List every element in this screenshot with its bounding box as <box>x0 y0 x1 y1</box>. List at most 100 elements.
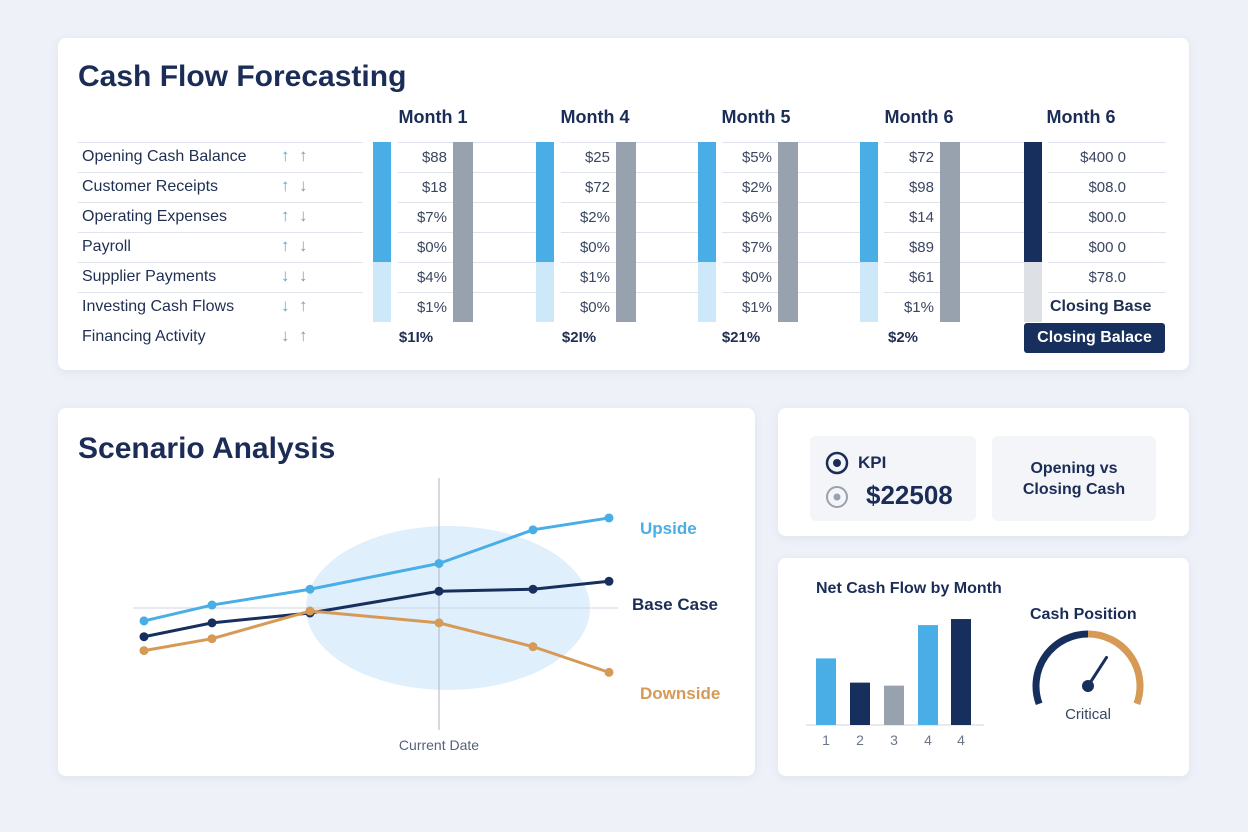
row-divider <box>78 172 363 173</box>
gauge-arc-right <box>1087 630 1144 705</box>
bar-strong <box>698 142 716 262</box>
table-cell: $14 <box>908 209 934 226</box>
table-cell: $98 <box>908 179 934 196</box>
arrow-up-icon: ↑ <box>281 146 290 165</box>
table-cell: $7% <box>416 209 447 226</box>
tick-label: 3 <box>890 732 898 748</box>
arrow-up-icon: ↑ <box>299 146 308 165</box>
closing-balance-button[interactable]: Closing Balace <box>1024 323 1165 353</box>
bar-light <box>1024 262 1042 322</box>
data-point <box>305 584 315 594</box>
gauge-hub <box>1082 680 1094 692</box>
data-point <box>604 513 614 523</box>
bar-strong <box>373 142 391 262</box>
month-header: Month 4 <box>560 107 630 127</box>
table-cell: $18 <box>421 179 447 196</box>
kpi-card: KPI $22508 Opening vs Closing Cash <box>778 408 1189 536</box>
row-divider <box>1048 262 1166 263</box>
table-cell: $6% <box>741 209 772 226</box>
bar <box>884 685 904 725</box>
table-cell: $88 <box>421 149 447 166</box>
arrow-up-icon: ↑ <box>281 236 290 255</box>
bar-light <box>373 262 391 322</box>
table-cell: $89 <box>908 239 934 256</box>
table-cell: $00 0 <box>1088 239 1126 256</box>
series-label: Base Case <box>632 595 718 614</box>
table-cell: $61 <box>908 269 934 286</box>
bar <box>951 619 971 725</box>
bar-strong <box>860 142 878 262</box>
table-cell: $78.0 <box>1088 269 1126 286</box>
data-point <box>139 616 149 626</box>
tick-label: 1 <box>822 732 830 748</box>
series-label: Downside <box>640 684 720 703</box>
bar-strong <box>1024 142 1042 262</box>
bar-light <box>860 262 878 322</box>
kpi-value: $22508 <box>866 480 953 510</box>
month-header: Month 6 <box>1046 107 1116 127</box>
data-point <box>139 632 149 642</box>
arrow-down-icon: ↓ <box>281 296 290 315</box>
row-divider <box>78 262 363 263</box>
scenario-analysis-card: Scenario Analysis Current Date Upside Base… <box>58 408 755 776</box>
series-line <box>143 579 610 639</box>
target-icon <box>826 486 848 508</box>
data-point <box>139 646 149 656</box>
scenario-chart: Current Date Upside Base Case Downside <box>133 478 720 753</box>
arrow-down-icon: ↓ <box>299 176 308 195</box>
data-point <box>604 576 614 586</box>
kpi-box: KPI $22508 <box>810 436 976 521</box>
tick-label: 4 <box>957 732 965 748</box>
cash-flow-title: Cash Flow Forecasting <box>78 60 407 93</box>
arrow-up-icon: ↑ <box>299 296 308 315</box>
table-cell: $0% <box>416 239 447 256</box>
data-point <box>434 618 444 628</box>
data-point <box>528 525 538 535</box>
table-cell: $2% <box>579 209 610 226</box>
table-cell: $2% <box>887 329 919 346</box>
tick-label: 4 <box>924 732 932 748</box>
gauge-status: Critical <box>1065 706 1111 723</box>
net-cash-chart: 1 2 3 4 4 <box>806 619 984 748</box>
closing-base-label: Closing Base <box>1050 298 1152 315</box>
bar-light <box>536 262 554 322</box>
row-divider <box>1048 172 1166 173</box>
net-cash-card: Net Cash Flow by Month 1 2 3 4 4 Cash Positi… <box>778 558 1189 776</box>
data-point <box>434 586 444 596</box>
table-cell: $1% <box>416 299 447 316</box>
row-label: Supplier Payments <box>82 268 217 285</box>
row-divider <box>78 292 363 293</box>
table-cell: $00.0 <box>1088 209 1126 226</box>
current-date-label: Current Date <box>399 737 479 753</box>
data-point <box>528 584 538 594</box>
table-cell: $1I% <box>398 329 434 346</box>
row-label: Investing Cash Flows <box>82 298 235 315</box>
bar <box>918 625 938 725</box>
table-cell: $08.0 <box>1088 179 1126 196</box>
row-label: Customer Receipts <box>82 178 219 195</box>
bar-grey <box>453 142 473 322</box>
opening-vs-closing-box[interactable]: Opening vs Closing Cash <box>992 436 1156 521</box>
row-label: Payroll <box>82 238 131 255</box>
table-cell: $0% <box>741 269 772 286</box>
row-divider <box>78 232 363 233</box>
data-point <box>207 600 217 610</box>
bar-grey <box>940 142 960 322</box>
cash-position-title: Cash Position <box>1030 606 1137 623</box>
arrow-down-icon: ↓ <box>281 266 290 285</box>
row-divider <box>1048 142 1166 143</box>
arrow-up-icon: ↑ <box>299 326 308 345</box>
table-cell: $2% <box>741 179 772 196</box>
table-cell: $1% <box>741 299 772 316</box>
data-point <box>434 558 444 568</box>
table-cell: $0% <box>579 299 610 316</box>
table-cell: $4% <box>416 269 447 286</box>
bar-grey <box>616 142 636 322</box>
row-label: Financing Activity <box>82 328 206 345</box>
row-divider <box>1048 232 1166 233</box>
table-cell: $21% <box>721 329 761 346</box>
bar <box>816 658 836 725</box>
bar-strong <box>536 142 554 262</box>
net-cash-title: Net Cash Flow by Month <box>816 580 1002 597</box>
data-point <box>604 667 614 677</box>
